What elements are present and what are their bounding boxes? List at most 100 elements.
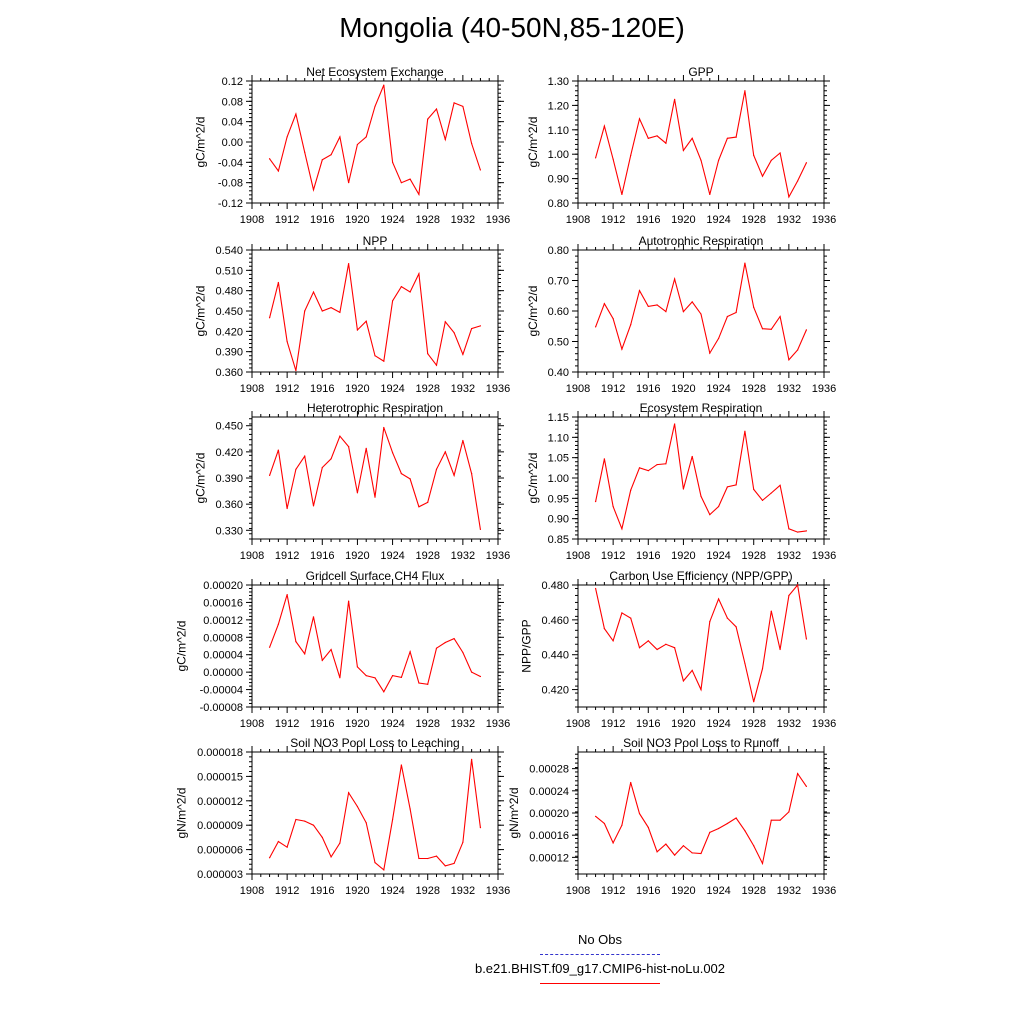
data-point [471,758,473,760]
x-tick-label: 1912 [601,550,625,562]
data-point [761,499,764,501]
y-tick-label: 0.360 [215,367,243,379]
data-point [761,328,764,330]
x-tick-label: 1924 [380,550,404,562]
data-point [312,505,315,507]
data-point [295,641,297,643]
data-point [726,822,728,825]
data-point [700,688,702,691]
x-tick-label: 1928 [415,383,439,395]
data-point [391,818,394,821]
data-point [435,108,438,110]
data-point [761,175,764,177]
data-point [374,496,376,498]
data-point [374,677,376,679]
y-tick-label: -0.08 [218,178,243,190]
y-tick-label: 0.50 [548,337,569,349]
x-tick-label: 1920 [345,383,369,395]
y-tick-label: 1.10 [548,432,569,444]
data-point [700,495,702,497]
x-tick-label: 1924 [706,718,730,730]
data-point [665,142,667,144]
data-point [630,489,632,491]
x-tick-label: 1924 [380,718,404,730]
plot-frame [251,751,499,875]
data-point [330,458,332,460]
data-point [753,845,755,847]
data-point [304,455,306,457]
data-point [797,180,799,182]
data-point [339,435,341,437]
x-tick-label: 1908 [240,383,264,395]
y-tick-label: 0.480 [215,286,243,298]
data-point [444,138,446,141]
data-point [383,426,385,429]
data-point [594,326,597,328]
data-point [717,159,720,161]
x-tick-label: 1936 [812,885,836,897]
panel-title: Autotrophic Respiration [639,234,764,248]
data-point [691,301,693,303]
data-point [268,474,271,476]
data-point [744,662,746,665]
y-tick-label: 1.20 [548,100,569,112]
series-line [269,759,481,871]
data-point [339,677,341,679]
x-tick-label: 1928 [415,550,439,562]
data-point [674,423,676,425]
data-point [744,430,746,432]
data-point [674,278,676,280]
data-point [418,506,420,508]
panel-title: GPP [688,65,713,79]
x-tick-label: 1908 [240,885,264,897]
series-line [269,84,481,197]
plot-frame [577,80,825,204]
panel-title: Gridcell Surface CH4 Flux [306,569,445,583]
chart-panel-2: GPP 1908 1912 1916 1920 1924 1928 1932 1936 0.80 0… [526,65,836,226]
data-point [286,846,288,848]
x-tick-label: 1908 [566,885,590,897]
x-tick-label: 1928 [741,718,765,730]
data-point [400,182,402,184]
data-point [479,675,482,678]
data-point [797,349,799,351]
data-point [453,332,455,334]
legend-obs-line [540,954,660,955]
data-point [630,617,632,619]
data-point [277,449,279,451]
data-point [656,851,658,853]
data-point [735,626,737,628]
data-point [797,773,799,775]
data-point [383,360,385,362]
x-tick-label: 1908 [566,718,590,730]
data-point [427,353,429,355]
x-tick-label: 1932 [451,718,475,730]
y-tick-label: 0.420 [541,685,569,697]
data-point [304,151,306,153]
y-tick-label: 0.480 [541,580,569,592]
data-point [805,329,808,331]
data-point [656,135,658,137]
x-tick-label: 1916 [636,885,660,897]
x-tick-label: 1936 [812,383,836,395]
data-point [479,827,482,829]
data-point [638,467,641,469]
data-point [348,182,350,184]
y-tick-label: 0.460 [541,615,569,627]
x-tick-label: 1936 [812,718,836,730]
y-tick-label: 0.00020 [529,808,569,820]
x-tick-label: 1912 [275,885,299,897]
y-tick-label: 0.70 [548,276,569,288]
x-tick-label: 1920 [671,718,695,730]
x-tick-label: 1932 [777,383,801,395]
x-tick-label: 1920 [345,550,369,562]
panel-title: Heterotrophic Respiration [307,401,443,415]
x-tick-label: 1916 [636,550,660,562]
data-point [805,162,808,164]
x-tick-label: 1920 [671,214,695,226]
series-line [269,427,481,530]
x-tick-label: 1924 [380,214,404,226]
data-point [453,637,455,640]
data-point [277,623,279,625]
data-point [427,118,429,120]
